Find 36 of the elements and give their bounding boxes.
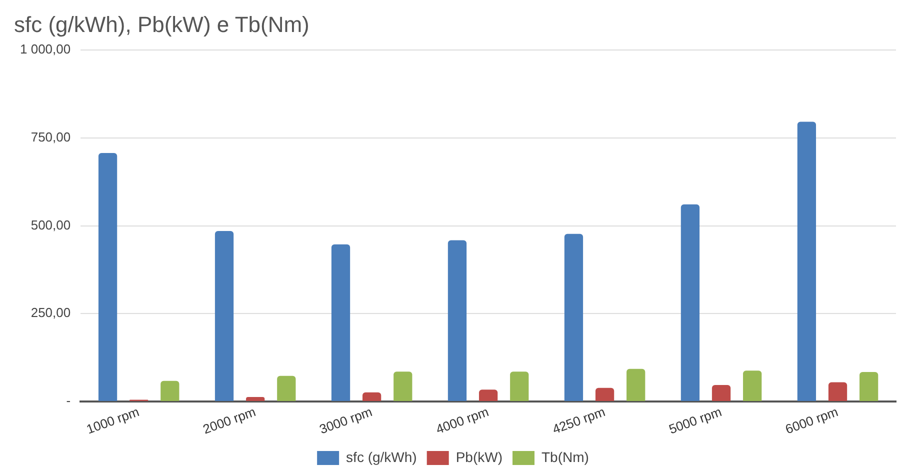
bar	[564, 234, 584, 402]
bar	[743, 370, 762, 402]
bar	[626, 368, 646, 402]
bar	[797, 122, 816, 402]
bar	[394, 372, 412, 402]
bar	[362, 392, 382, 402]
bar	[712, 385, 731, 402]
bar	[331, 244, 350, 402]
bar	[214, 231, 234, 402]
y-tick-label: -	[66, 393, 71, 408]
bar	[510, 372, 529, 402]
bar	[448, 240, 467, 402]
y-tick-label: 750,00	[30, 129, 71, 144]
legend-label: sfc (g/kWh)	[346, 448, 417, 465]
x-tick-label: 4000 rpm	[434, 404, 491, 437]
bar	[277, 376, 296, 402]
bar	[478, 390, 498, 402]
bar	[98, 153, 118, 402]
bar	[246, 396, 265, 402]
x-tick-label: 1000 rpm	[84, 404, 142, 437]
bar	[860, 372, 878, 402]
bar	[828, 382, 848, 402]
chart-title: sfc (g/kWh), Pb(kW) e Tb(Nm)	[14, 12, 310, 38]
y-tick-label: 250,00	[30, 305, 71, 320]
legend-label: Tb(Nm)	[542, 448, 589, 465]
x-tick-label: 6000 rpm	[783, 404, 840, 437]
x-tick-label: 5000 rpm	[666, 404, 724, 437]
legend-label: Pb(kW)	[456, 448, 503, 465]
x-tick-label: 4250 rpm	[550, 404, 608, 437]
bar	[680, 204, 700, 402]
y-tick-label: 1 000,00	[20, 42, 71, 57]
x-tick-label: 3000 rpm	[317, 404, 374, 437]
bar	[595, 388, 614, 402]
y-tick-label: 500,00	[30, 217, 71, 232]
x-tick-label: 2000 rpm	[200, 404, 258, 437]
bar	[160, 380, 180, 402]
